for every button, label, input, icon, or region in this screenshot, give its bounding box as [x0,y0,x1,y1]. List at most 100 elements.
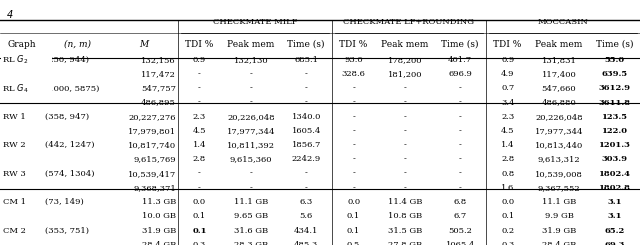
Text: -: - [250,85,252,92]
Text: Graph: Graph [8,40,36,49]
Text: 0.5: 0.5 [347,241,360,245]
Text: 55.0: 55.0 [604,56,625,64]
Text: 2.8: 2.8 [193,156,206,163]
Text: M: M [140,40,149,49]
Text: 0.9: 0.9 [193,56,206,64]
Text: 3.1: 3.1 [607,198,621,206]
Text: 3612.9: 3612.9 [598,85,630,92]
Text: -: - [403,141,406,149]
Text: 0.1: 0.1 [347,212,360,220]
Text: 131,831: 131,831 [541,56,577,64]
Text: CM 2: CM 2 [3,227,26,234]
Text: 9,615,360: 9,615,360 [230,156,272,163]
Text: 9,367,552: 9,367,552 [538,184,580,192]
Text: 1065.4: 1065.4 [445,241,475,245]
Text: 547,757: 547,757 [141,85,176,92]
Text: CHECKMATE LP+ROUNDING: CHECKMATE LP+ROUNDING [344,18,474,26]
Text: -: - [403,99,406,107]
Text: 11.1 GB: 11.1 GB [234,198,268,206]
Text: Peak mem: Peak mem [381,40,429,49]
Text: -: - [305,85,308,92]
Text: 328.6: 328.6 [342,70,365,78]
Text: 10.8 GB: 10.8 GB [388,212,422,220]
Text: CM 1: CM 1 [3,198,26,206]
Text: 178,200: 178,200 [388,56,422,64]
Text: Peak mem: Peak mem [227,40,275,49]
Text: -: - [459,127,461,135]
Text: Time (s): Time (s) [596,40,633,49]
Text: -: - [459,113,461,121]
Text: 17,979,801: 17,979,801 [128,127,176,135]
Text: Time (s): Time (s) [442,40,479,49]
Text: 3.1: 3.1 [607,212,621,220]
Text: Peak mem: Peak mem [535,40,582,49]
Text: RL: RL [3,56,18,64]
Text: 6.7: 6.7 [454,212,467,220]
FancyBboxPatch shape [1,54,52,66]
Text: -: - [403,127,406,135]
Text: 28.4 GB: 28.4 GB [141,241,176,245]
Text: 31.5 GB: 31.5 GB [388,227,422,234]
Text: 0.3: 0.3 [501,241,515,245]
Text: -: - [352,113,355,121]
Text: 31.9 GB: 31.9 GB [141,227,176,234]
Text: 0.0: 0.0 [347,198,360,206]
Text: 685.1: 685.1 [294,56,318,64]
Text: -: - [198,170,201,178]
Text: -: - [198,70,201,78]
Text: -: - [198,184,201,192]
Text: 0.1: 0.1 [192,227,207,234]
Text: 28.4 GB: 28.4 GB [542,241,576,245]
Text: RW 3: RW 3 [3,170,26,178]
Text: 20,226,048: 20,226,048 [227,113,275,121]
Text: -: - [403,113,406,121]
Text: 65.2: 65.2 [604,227,625,234]
Text: 31.6 GB: 31.6 GB [234,227,268,234]
Text: TDI %: TDI % [186,40,214,49]
Text: 696.9: 696.9 [448,70,472,78]
Text: 181,200: 181,200 [388,70,422,78]
Text: 1802.4: 1802.4 [598,170,630,178]
Text: 0.1: 0.1 [347,227,360,234]
Text: 17,977,344: 17,977,344 [227,127,275,135]
Text: RL $G_4$: RL $G_4$ [2,82,28,95]
Text: -: - [459,184,461,192]
Text: 9,368,371: 9,368,371 [133,184,176,192]
Text: 434.1: 434.1 [294,227,318,234]
Text: 486,880: 486,880 [541,99,577,107]
Text: MOCCASIN: MOCCASIN [538,18,588,26]
Text: 639.5: 639.5 [601,70,627,78]
Text: -: - [305,170,308,178]
Text: 0.1: 0.1 [501,212,515,220]
Text: -: - [305,184,308,192]
Text: 123.5: 123.5 [602,113,627,121]
Text: CHECKMATE MILP: CHECKMATE MILP [212,18,297,26]
Text: -: - [198,85,201,92]
Text: 486,895: 486,895 [141,99,176,107]
Text: 2.3: 2.3 [501,113,515,121]
Text: 0.7: 0.7 [501,85,515,92]
Text: 11.3 GB: 11.3 GB [141,198,176,206]
Text: -: - [403,156,406,163]
Text: 1856.7: 1856.7 [291,141,321,149]
Text: 3611.8: 3611.8 [598,99,630,107]
Text: 10,817,740: 10,817,740 [128,141,176,149]
Text: -: - [352,141,355,149]
FancyBboxPatch shape [1,83,52,94]
Text: RW 1: RW 1 [3,113,26,121]
Text: 2242.9: 2242.9 [292,156,321,163]
Text: -: - [352,170,355,178]
Text: (442, 1247): (442, 1247) [45,141,94,149]
Text: -: - [305,99,308,107]
Text: 10,539,008: 10,539,008 [535,170,583,178]
Text: RL: RL [3,85,18,92]
Text: TDI %: TDI % [339,40,368,49]
Text: (1000, 5875): (1000, 5875) [45,85,99,92]
Text: 0.8: 0.8 [501,170,515,178]
Text: 0.2: 0.2 [501,227,514,234]
Text: 0.0: 0.0 [501,198,514,206]
Text: 1.4: 1.4 [193,141,206,149]
Text: 1802.8: 1802.8 [598,184,630,192]
Text: 2.3: 2.3 [193,113,206,121]
Text: -: - [459,99,461,107]
